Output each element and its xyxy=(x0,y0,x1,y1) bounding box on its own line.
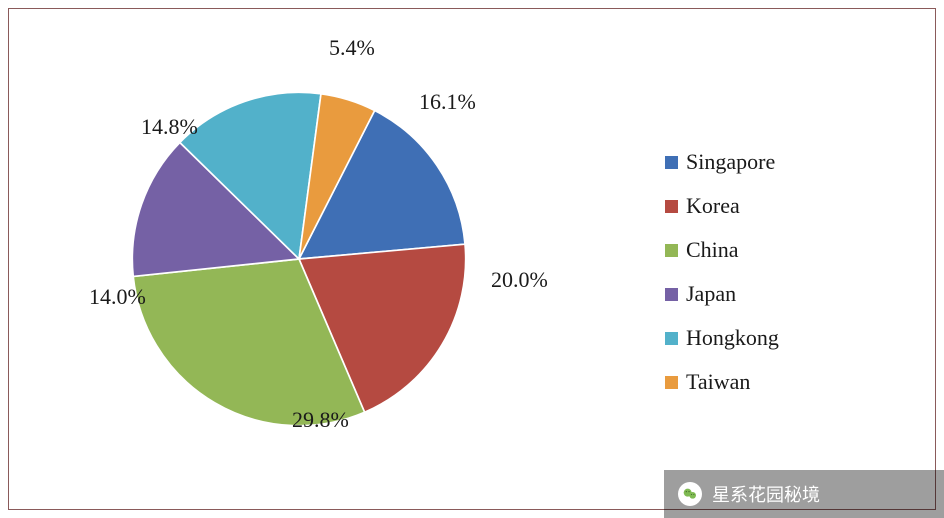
watermark: 星系花园秘境 xyxy=(664,470,944,518)
slice-label: 14.0% xyxy=(89,284,146,310)
chart-frame: 16.1% 20.0% 29.8% 14.0% 14.8% 5.4% Singapore K… xyxy=(8,8,936,510)
legend-swatch xyxy=(665,376,678,389)
slice-label: 20.0% xyxy=(491,267,548,293)
legend-item: China xyxy=(665,237,845,263)
legend-swatch xyxy=(665,200,678,213)
slice-label: 16.1% xyxy=(419,89,476,115)
legend-label: Singapore xyxy=(686,149,775,175)
slice-label: 5.4% xyxy=(329,35,375,61)
legend: Singapore Korea China Japan Hongkong Taiwan xyxy=(665,149,845,413)
legend-item: Taiwan xyxy=(665,369,845,395)
legend-item: Korea xyxy=(665,193,845,219)
legend-item: Singapore xyxy=(665,149,845,175)
wechat-icon xyxy=(678,482,702,506)
legend-label: Hongkong xyxy=(686,325,779,351)
pie-chart: 16.1%20.0%29.8%14.0%14.8%5.4% xyxy=(59,29,539,509)
legend-swatch xyxy=(665,332,678,345)
legend-label: Korea xyxy=(686,193,740,219)
legend-swatch xyxy=(665,156,678,169)
legend-label: China xyxy=(686,237,739,263)
legend-label: Japan xyxy=(686,281,736,307)
slice-label: 14.8% xyxy=(141,114,198,140)
legend-item: Hongkong xyxy=(665,325,845,351)
watermark-text: 星系花园秘境 xyxy=(712,481,820,507)
legend-label: Taiwan xyxy=(686,369,750,395)
legend-item: Japan xyxy=(665,281,845,307)
legend-swatch xyxy=(665,288,678,301)
legend-swatch xyxy=(665,244,678,257)
slice-label: 29.8% xyxy=(292,407,349,433)
